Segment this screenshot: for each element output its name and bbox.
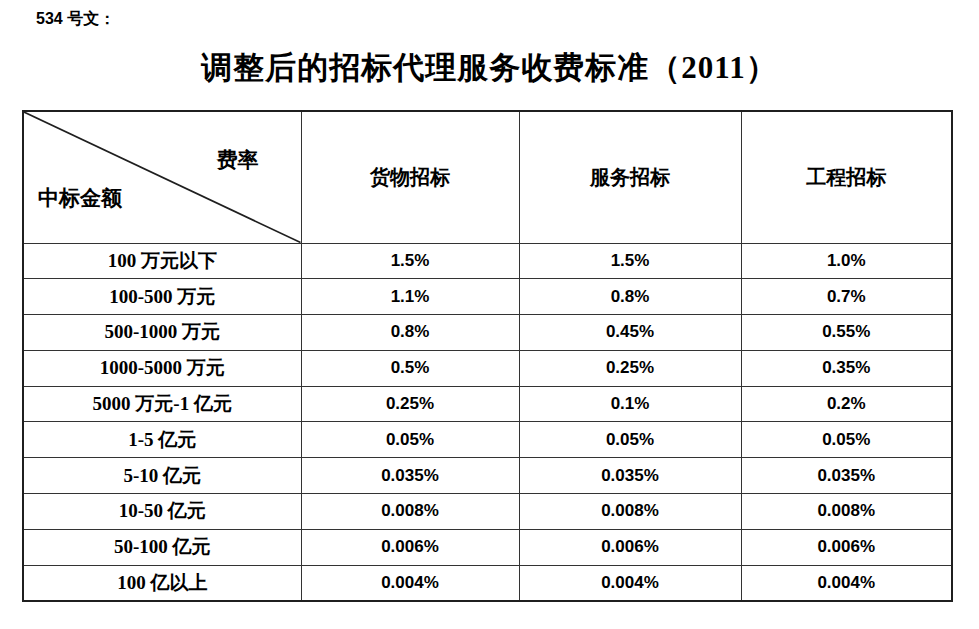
- engineering-rate-cell: 0.7%: [741, 279, 952, 315]
- goods-rate-cell: 0.004%: [301, 565, 519, 601]
- bid-amount-cell: 100 亿以上: [23, 565, 301, 601]
- service-rate-cell: 0.1%: [519, 386, 741, 422]
- table-row: 100 万元以下 1.5% 1.5% 1.0%: [23, 243, 952, 279]
- bid-amount-cell: 500-1000 万元: [23, 315, 301, 351]
- service-rate-cell: 0.006%: [519, 529, 741, 565]
- goods-rate-cell: 0.006%: [301, 529, 519, 565]
- goods-rate-cell: 0.5%: [301, 350, 519, 386]
- bid-amount-cell: 100-500 万元: [23, 279, 301, 315]
- table-row: 100 亿以上 0.004% 0.004% 0.004%: [23, 565, 952, 601]
- col-header-goods: 货物招标: [301, 111, 519, 243]
- goods-rate-cell: 0.05%: [301, 422, 519, 458]
- corner-label-rate: 费率: [217, 146, 259, 174]
- diagonal-divider: [24, 112, 301, 243]
- service-rate-cell: 0.05%: [519, 422, 741, 458]
- document-page: { "page": { "doc_number": "534 号文：", "ti…: [0, 0, 979, 629]
- table-row: 1000-5000 万元 0.5% 0.25% 0.35%: [23, 350, 952, 386]
- doc-number: 534 号文：: [36, 9, 115, 30]
- table-row: 5000 万元-1 亿元 0.25% 0.1% 0.2%: [23, 386, 952, 422]
- table-row: 1-5 亿元 0.05% 0.05% 0.05%: [23, 422, 952, 458]
- table-row: 5-10 亿元 0.035% 0.035% 0.035%: [23, 458, 952, 494]
- table-row: 100-500 万元 1.1% 0.8% 0.7%: [23, 279, 952, 315]
- table-row: 10-50 亿元 0.008% 0.008% 0.008%: [23, 494, 952, 530]
- header-row: 费率 中标金额 货物招标 服务招标 工程招标: [23, 111, 952, 243]
- goods-rate-cell: 1.1%: [301, 279, 519, 315]
- goods-rate-cell: 0.8%: [301, 315, 519, 351]
- service-rate-cell: 0.45%: [519, 315, 741, 351]
- goods-rate-cell: 0.008%: [301, 494, 519, 530]
- bid-amount-cell: 1-5 亿元: [23, 422, 301, 458]
- bid-amount-cell: 5000 万元-1 亿元: [23, 386, 301, 422]
- engineering-rate-cell: 0.55%: [741, 315, 952, 351]
- bid-amount-cell: 100 万元以下: [23, 243, 301, 279]
- table-row: 500-1000 万元 0.8% 0.45% 0.55%: [23, 315, 952, 351]
- table-row: 50-100 亿元 0.006% 0.006% 0.006%: [23, 529, 952, 565]
- col-header-engineering: 工程招标: [741, 111, 952, 243]
- fee-rate-table: 费率 中标金额 货物招标 服务招标 工程招标 100 万元以下 1.5% 1.5…: [22, 110, 953, 602]
- engineering-rate-cell: 0.05%: [741, 422, 952, 458]
- service-rate-cell: 1.5%: [519, 243, 741, 279]
- service-rate-cell: 0.8%: [519, 279, 741, 315]
- goods-rate-cell: 0.25%: [301, 386, 519, 422]
- goods-rate-cell: 1.5%: [301, 243, 519, 279]
- engineering-rate-cell: 0.004%: [741, 565, 952, 601]
- engineering-rate-cell: 0.008%: [741, 494, 952, 530]
- engineering-rate-cell: 0.2%: [741, 386, 952, 422]
- service-rate-cell: 0.004%: [519, 565, 741, 601]
- bid-amount-cell: 5-10 亿元: [23, 458, 301, 494]
- goods-rate-cell: 0.035%: [301, 458, 519, 494]
- bid-amount-cell: 50-100 亿元: [23, 529, 301, 565]
- page-title: 调整后的招标代理服务收费标准（2011）: [0, 47, 979, 89]
- corner-cell: 费率 中标金额: [23, 111, 301, 243]
- col-header-service: 服务招标: [519, 111, 741, 243]
- engineering-rate-cell: 0.35%: [741, 350, 952, 386]
- bid-amount-cell: 10-50 亿元: [23, 494, 301, 530]
- engineering-rate-cell: 1.0%: [741, 243, 952, 279]
- service-rate-cell: 0.035%: [519, 458, 741, 494]
- corner-label-amount: 中标金额: [38, 184, 122, 212]
- service-rate-cell: 0.008%: [519, 494, 741, 530]
- engineering-rate-cell: 0.035%: [741, 458, 952, 494]
- service-rate-cell: 0.25%: [519, 350, 741, 386]
- bid-amount-cell: 1000-5000 万元: [23, 350, 301, 386]
- engineering-rate-cell: 0.006%: [741, 529, 952, 565]
